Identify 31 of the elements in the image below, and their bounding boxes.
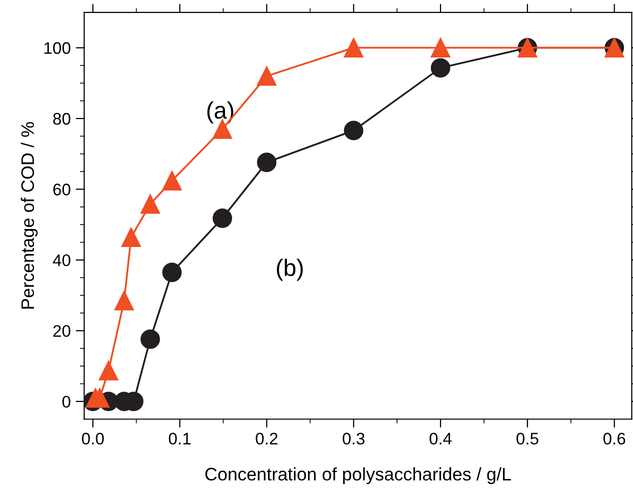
x-tick-label: 0.3 <box>342 432 364 445</box>
x-tick-label: 0.1 <box>168 432 191 445</box>
y-tick-label: 100 <box>44 42 70 54</box>
point <box>114 290 134 310</box>
point <box>430 58 450 78</box>
y-tick-label: 20 <box>53 325 70 337</box>
point <box>162 171 182 190</box>
point <box>90 388 110 408</box>
point <box>121 228 141 248</box>
y-axis-title: Percentage of COD / % <box>20 122 38 309</box>
point <box>140 194 160 214</box>
x-tick-label: 0.6 <box>603 432 626 445</box>
x-tick-label: 0.4 <box>430 432 452 445</box>
x-tick-label: 0.0 <box>82 432 104 445</box>
x-axis-title: Concentration of polysaccharides / g/L <box>205 467 511 484</box>
x-tick-label: 0.5 <box>516 432 538 445</box>
point <box>344 120 364 140</box>
point <box>344 38 364 58</box>
point <box>256 66 276 86</box>
point <box>256 152 276 172</box>
point <box>98 360 118 380</box>
annotation: (b) <box>276 258 303 281</box>
point <box>430 38 450 58</box>
x-tick-label: 0.2 <box>256 432 278 445</box>
y-tick-label: 60 <box>53 184 70 196</box>
point <box>140 329 160 349</box>
y-tick-label: 80 <box>53 112 70 125</box>
y-tick-label: 40 <box>52 254 70 266</box>
point <box>212 208 232 228</box>
y-tick-label: 0 <box>62 396 70 408</box>
point <box>162 262 182 282</box>
